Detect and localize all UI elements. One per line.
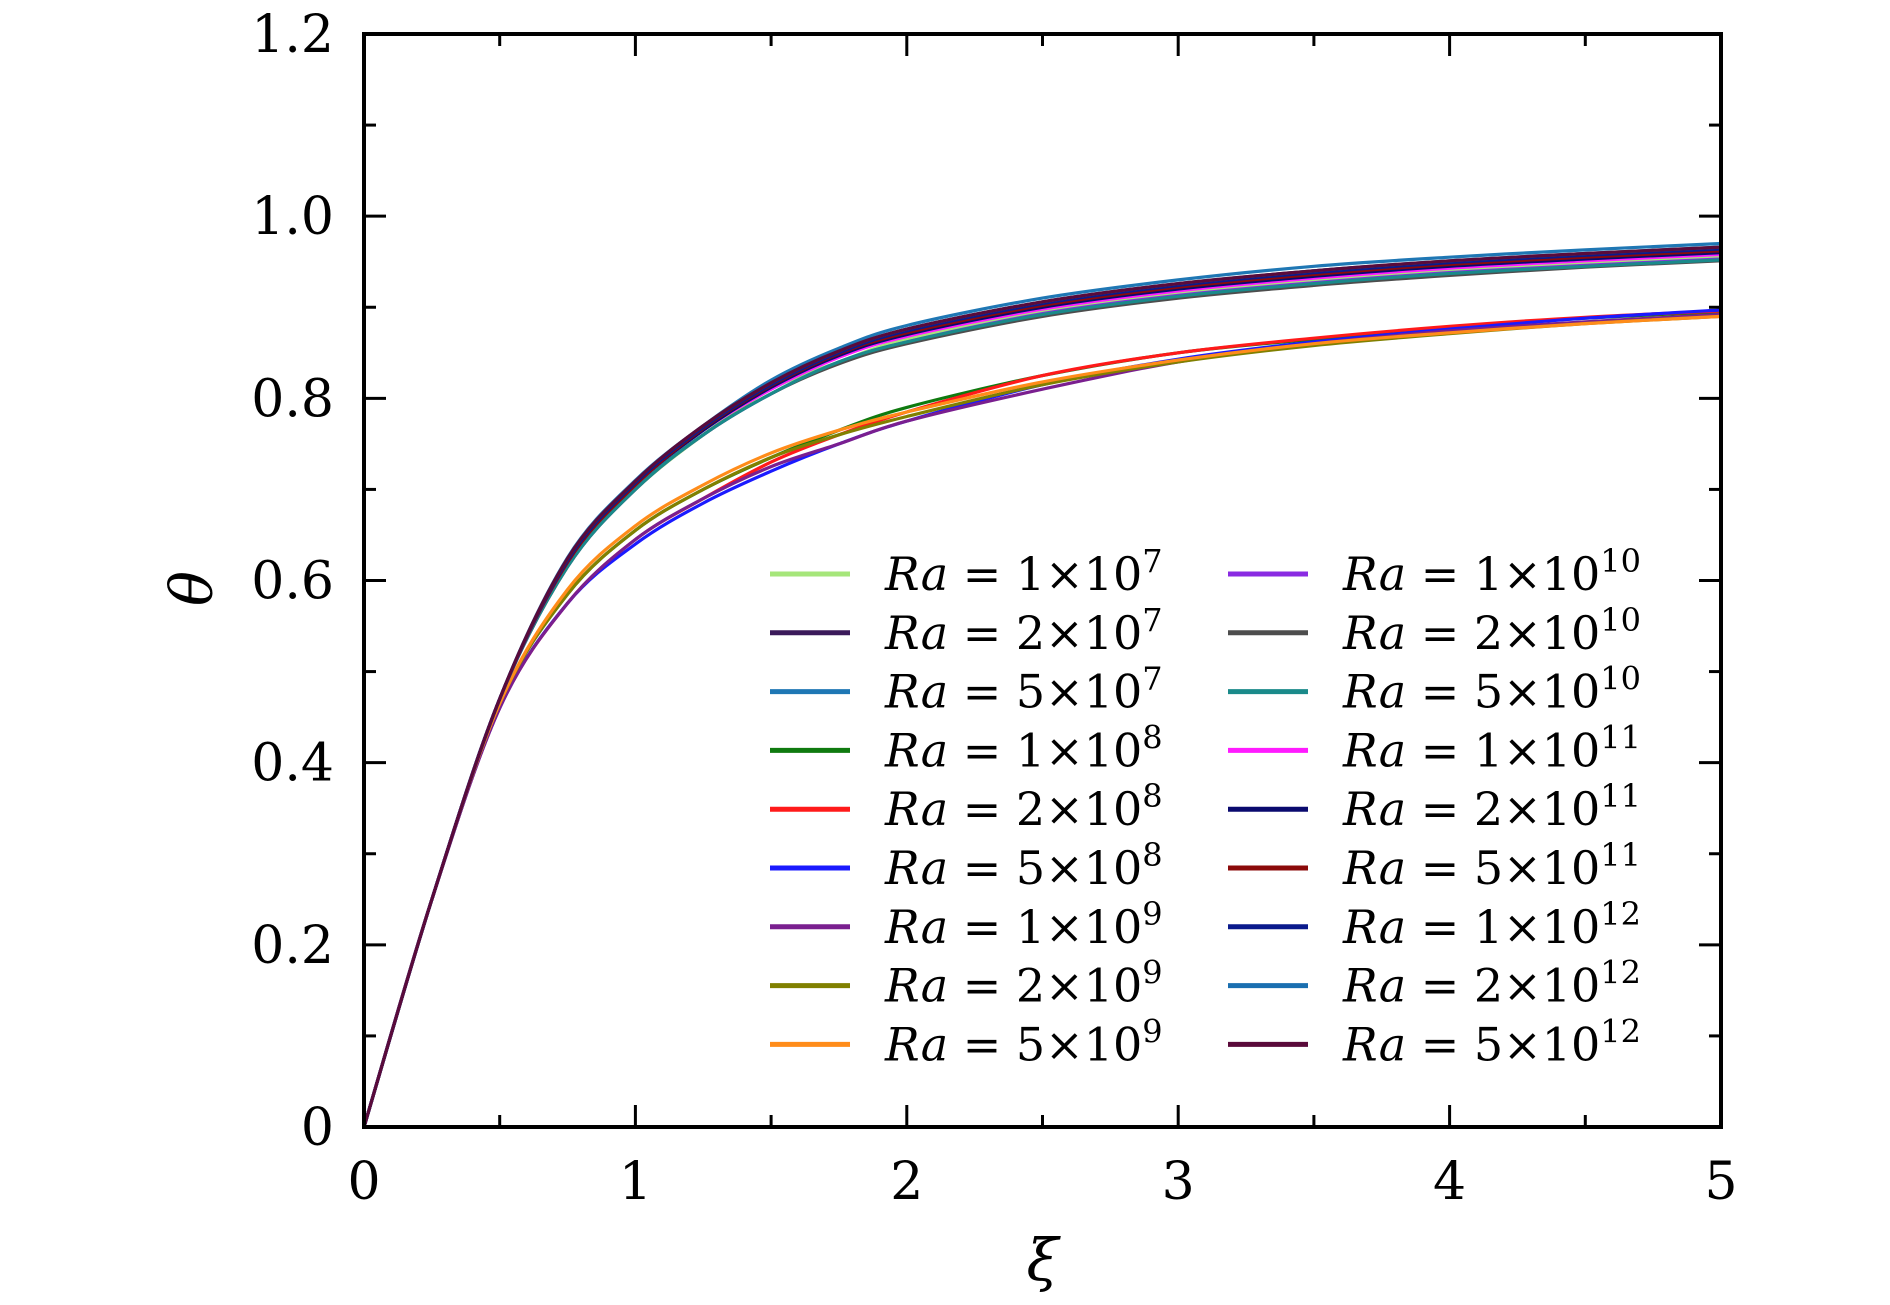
legend-label-16: Ra = 2×1012 [1342, 954, 1641, 1013]
x-tick-label: 1 [619, 1152, 652, 1212]
legend-label-2: Ra = 5×107 [884, 660, 1163, 719]
y-tick-label: 0.6 [251, 552, 334, 612]
legend-label-11: Ra = 5×1010 [1342, 660, 1641, 719]
legend-label-6: Ra = 1×109 [884, 895, 1163, 954]
legend-label-7: Ra = 2×109 [884, 954, 1163, 1013]
y-tick-label: 1.0 [251, 187, 334, 247]
axis-ticks [362, 32, 1723, 1129]
y-tick-label: 0.4 [251, 734, 334, 794]
legend-label-10: Ra = 2×1010 [1342, 601, 1641, 660]
y-tick-label: 0 [301, 1098, 334, 1158]
legend-label-5: Ra = 5×108 [884, 836, 1163, 895]
y-tick-label: 0.2 [251, 916, 334, 976]
legend-label-13: Ra = 2×1011 [1342, 777, 1641, 836]
legend-label-0: Ra = 1×107 [884, 542, 1163, 601]
legend-label-1: Ra = 2×107 [884, 601, 1163, 660]
series-line-17 [362, 245, 1723, 1129]
legend-label-17: Ra = 5×1012 [1342, 1012, 1641, 1071]
x-tick-label: 0 [347, 1152, 380, 1212]
legend-label-14: Ra = 5×1011 [1342, 836, 1641, 895]
x-tick-label: 5 [1704, 1152, 1737, 1212]
y-tick-label: 0.8 [251, 369, 334, 429]
x-axis-label: ξ [1027, 1226, 1062, 1294]
legend-label-3: Ra = 1×108 [884, 718, 1163, 777]
legend-label-12: Ra = 1×1011 [1342, 718, 1641, 777]
x-tick-label: 4 [1433, 1152, 1466, 1212]
y-axis-label: θ [158, 571, 226, 606]
legend-label-4: Ra = 2×108 [884, 777, 1163, 836]
legend-label-9: Ra = 1×1010 [1342, 542, 1641, 601]
legend-label-15: Ra = 1×1012 [1342, 895, 1641, 954]
tick-labels: 0 1 2 3 4 5 0 0.2 0.4 0.6 0.8 1.0 1.2 [251, 5, 1737, 1212]
series-lines [362, 241, 1723, 1129]
legend-label-8: Ra = 5×109 [884, 1012, 1163, 1071]
y-tick-label: 1.2 [251, 5, 334, 65]
x-tick-label: 3 [1162, 1152, 1195, 1212]
x-tick-label: 2 [890, 1152, 923, 1212]
